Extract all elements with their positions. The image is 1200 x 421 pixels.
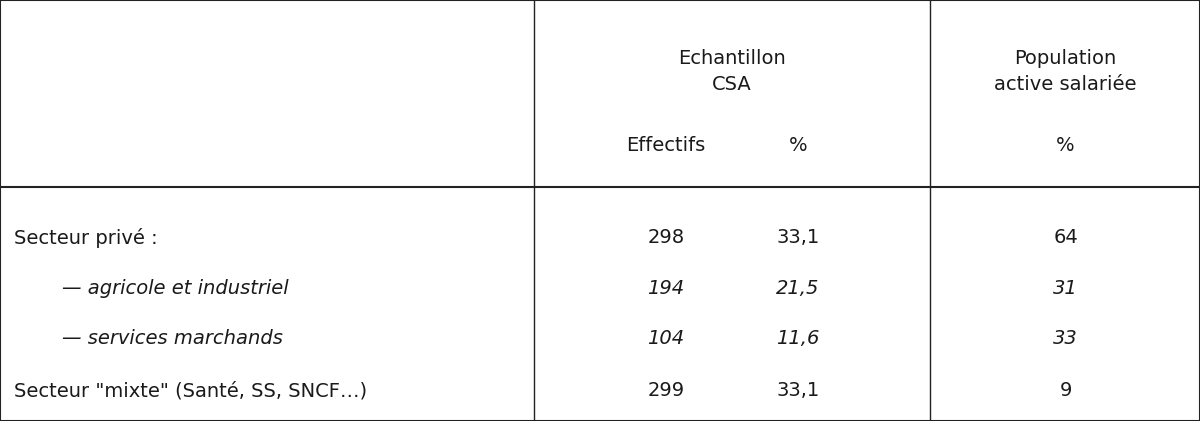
Text: 299: 299 — [648, 381, 684, 400]
Text: Secteur "mixte" (Santé, SS, SNCF…): Secteur "mixte" (Santé, SS, SNCF…) — [14, 381, 367, 400]
Text: Echantillon
CSA: Echantillon CSA — [678, 49, 786, 94]
Text: 64: 64 — [1054, 228, 1078, 248]
Text: %: % — [788, 136, 808, 155]
Text: 33,1: 33,1 — [776, 381, 820, 400]
Text: Secteur privé :: Secteur privé : — [14, 228, 158, 248]
Text: Effectifs: Effectifs — [626, 136, 706, 155]
Text: 298: 298 — [648, 228, 684, 248]
Text: 194: 194 — [648, 279, 684, 298]
Text: 21,5: 21,5 — [776, 279, 820, 298]
Text: 104: 104 — [648, 329, 684, 349]
Text: 33: 33 — [1054, 329, 1078, 349]
Text: 9: 9 — [1060, 381, 1072, 400]
Text: — agricole et industriel: — agricole et industriel — [62, 279, 289, 298]
Text: Population
active salariée: Population active salariée — [995, 49, 1136, 94]
Text: 33,1: 33,1 — [776, 228, 820, 248]
Text: %: % — [1056, 136, 1075, 155]
Text: 31: 31 — [1054, 279, 1078, 298]
Text: 11,6: 11,6 — [776, 329, 820, 349]
Text: — services marchands: — services marchands — [62, 329, 283, 349]
